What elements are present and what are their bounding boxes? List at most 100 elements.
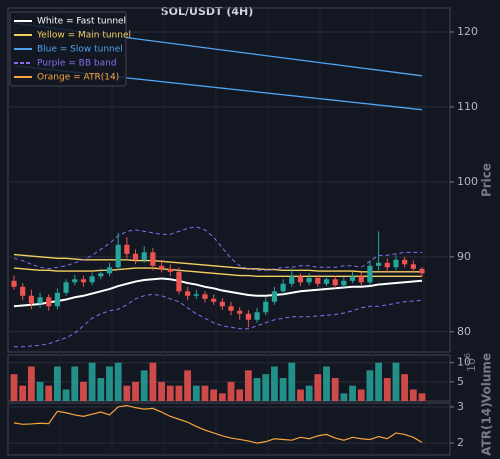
volume-bar — [236, 389, 244, 401]
volume-bar — [45, 385, 53, 401]
candle-body — [375, 262, 382, 266]
volume-bar — [36, 381, 44, 401]
legend-label: White = Fast tunnel — [37, 17, 126, 27]
volume-bar — [123, 385, 131, 401]
candle-body — [393, 259, 399, 268]
volume-bar — [201, 385, 209, 401]
candle-body — [323, 279, 330, 284]
candle-body — [237, 310, 243, 314]
candle-body — [271, 291, 278, 302]
candle-body — [54, 292, 61, 307]
volume-bar — [218, 393, 226, 401]
volume-bar — [158, 381, 165, 401]
legend-label: Orange = ATR(14) — [37, 73, 119, 83]
volume-bar — [140, 370, 148, 401]
volume-bar — [357, 389, 365, 401]
volume-bar — [297, 389, 304, 401]
candle-body — [219, 301, 225, 307]
candle-body — [410, 264, 416, 269]
y-tick-label: 5 — [457, 375, 464, 388]
volume-bar — [314, 374, 322, 401]
legend-label: Purple = BB band — [37, 59, 117, 69]
candle-body — [185, 291, 191, 296]
candle-body — [349, 276, 356, 281]
volume-bar — [271, 366, 278, 401]
candle-body — [358, 276, 364, 283]
y-tick-label: 90 — [457, 250, 471, 263]
y-tick-label: 110 — [457, 100, 478, 113]
volume-bar — [54, 366, 61, 401]
candle-body — [11, 280, 17, 287]
volume-bar — [253, 378, 261, 401]
candle-body — [37, 297, 43, 304]
volume-bar — [114, 362, 122, 401]
candle-body — [402, 259, 408, 265]
y-tick-label: 80 — [457, 325, 471, 338]
chart-title: SOL/USDT (4H) — [161, 5, 254, 18]
panel-frame — [7, 7, 451, 353]
candle-body — [289, 276, 295, 284]
volume-bar — [27, 366, 35, 401]
volume-bar — [383, 378, 391, 401]
candle-body — [63, 282, 69, 293]
candle-body — [297, 276, 304, 283]
overlay-line — [14, 293, 423, 348]
volume-bar — [19, 385, 27, 401]
volume-bar — [392, 362, 400, 401]
candle-body — [106, 267, 113, 274]
overlay-line — [13, 277, 423, 308]
candle-body — [115, 244, 121, 268]
candle-body — [315, 277, 321, 284]
volume-bar — [227, 381, 235, 401]
candle-body — [245, 313, 251, 320]
volume-bar — [106, 366, 113, 401]
candle-body — [98, 273, 104, 277]
candle-body — [124, 244, 130, 254]
candle-body — [176, 271, 182, 292]
candle-body — [419, 268, 425, 274]
candle-body — [80, 279, 87, 283]
volume-bar — [262, 374, 270, 401]
candle-body — [132, 253, 139, 260]
axis-label: Price — [480, 163, 494, 197]
volume-bar — [418, 393, 426, 401]
candle-body — [193, 294, 199, 296]
candle-body — [211, 298, 217, 302]
candle-body — [367, 265, 373, 283]
overlay-line — [13, 253, 422, 273]
volume-bar — [401, 374, 409, 401]
volume-bar — [62, 389, 70, 401]
volume-bar — [149, 362, 157, 401]
volume-bar — [323, 366, 330, 401]
candle-body — [254, 312, 260, 320]
volume-bar — [88, 362, 96, 401]
candle-body — [384, 262, 390, 268]
candle-body — [89, 276, 95, 283]
volume-bar — [166, 385, 174, 401]
legend-box — [9, 11, 127, 87]
candle-body — [202, 294, 208, 299]
volume-bar — [97, 378, 105, 401]
volume-bar — [184, 370, 192, 401]
legend-label: Blue = Slow tunnel — [37, 45, 123, 55]
candle-body — [158, 265, 165, 269]
candle-body — [72, 279, 78, 283]
candle-body — [306, 277, 312, 283]
multiplier-base: 10 — [465, 358, 478, 372]
candle-body — [46, 297, 52, 307]
volume-bar — [210, 389, 218, 401]
axis-label: ATR(14) — [480, 402, 494, 455]
candle-body — [341, 280, 347, 286]
candle-body — [141, 252, 147, 260]
overlay-line — [13, 226, 422, 271]
axis-label: Volume — [480, 353, 494, 403]
volume-bar — [244, 370, 252, 401]
volume-multiplier: 106 — [463, 353, 479, 372]
y-tick-label: 120 — [457, 25, 478, 38]
volume-bar — [10, 374, 18, 401]
volume-bar — [305, 385, 313, 401]
volume-bar — [349, 385, 356, 401]
volume-bar — [71, 366, 79, 401]
volume-bar — [340, 393, 348, 401]
